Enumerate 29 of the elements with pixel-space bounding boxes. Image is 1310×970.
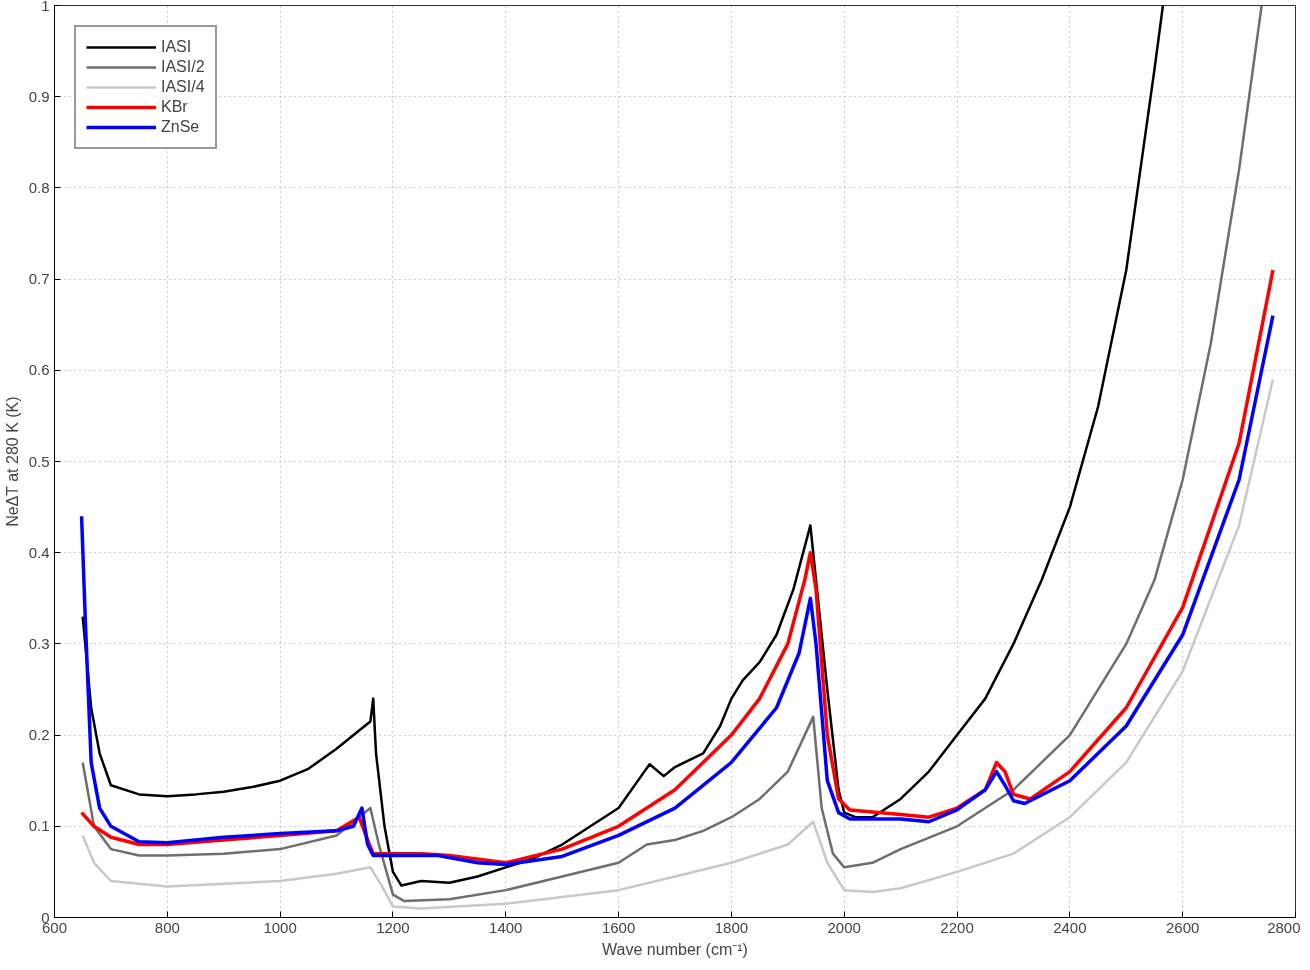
x-tick-label: 1600 (601, 918, 636, 936)
y-tick-label: 0.8 (28, 178, 50, 196)
x-tick-label: 1000 (263, 918, 297, 936)
x-tick-label: 2800 (1267, 918, 1301, 936)
x-tick-label: 1800 (714, 918, 749, 936)
line-series (81, 378, 1275, 910)
y-tick-label: 0.3 (28, 634, 50, 652)
x-tick-label: 800 (154, 918, 180, 936)
x-tick-label: 2000 (827, 918, 861, 936)
legend-label: ZnSe (161, 118, 200, 136)
x-tick-label: 2200 (940, 918, 974, 936)
y-tick-label: 0.1 (28, 817, 50, 835)
legend-label: KBr (161, 98, 188, 116)
x-tick-label: 1400 (489, 918, 523, 936)
legend-label: IASI/4 (161, 78, 205, 96)
x-tick-label: 1200 (376, 918, 410, 936)
x-axis-title: Wave number (cm⁻¹) (602, 940, 748, 958)
legend-label: IASI/2 (161, 58, 205, 76)
y-tick-label: 0.2 (28, 726, 50, 744)
x-tick-label: 2400 (1053, 918, 1087, 936)
y-tick-label: 0.5 (28, 452, 50, 470)
x-tick-label: 2600 (1166, 918, 1200, 936)
legend-label: IASI (161, 38, 192, 56)
y-tick-label: 0.4 (28, 543, 50, 561)
y-tick-label: 1 (41, 0, 50, 14)
y-tick-label: 0.7 (28, 270, 50, 288)
y-tick-label: 0.9 (28, 87, 50, 105)
y-tick-label: 0.6 (28, 361, 50, 379)
y-axis-title: NeΔT at 280 K (K) (3, 396, 21, 527)
